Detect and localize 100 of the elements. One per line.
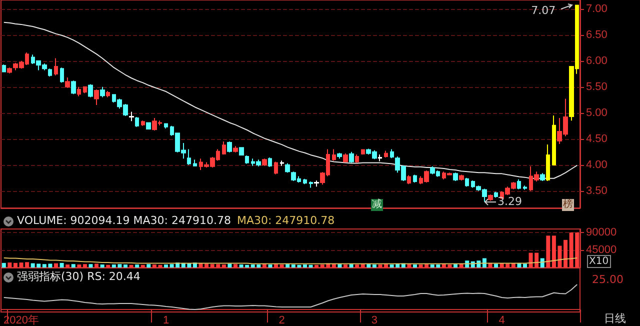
bar bbox=[522, 264, 527, 268]
y-tick-label: 5.00 bbox=[586, 106, 608, 119]
bar bbox=[77, 264, 82, 268]
candlestick bbox=[2, 64, 6, 73]
chart-subtitle: MA30: 247910.78 bbox=[236, 214, 335, 227]
candlestick bbox=[517, 178, 521, 190]
candlestick bbox=[459, 174, 464, 181]
candlestick bbox=[378, 154, 382, 162]
candlestick bbox=[77, 86, 81, 97]
bar bbox=[407, 264, 412, 268]
bar bbox=[286, 264, 290, 268]
x-tick-label: 2020年 bbox=[4, 314, 40, 326]
text: X10 bbox=[587, 255, 611, 268]
bar bbox=[66, 264, 70, 268]
candlestick bbox=[523, 185, 527, 190]
candlestick bbox=[268, 157, 272, 168]
candlestick bbox=[361, 148, 365, 155]
bar bbox=[54, 263, 58, 268]
bar bbox=[280, 264, 284, 268]
bar bbox=[222, 264, 226, 268]
bar bbox=[378, 264, 382, 268]
candlestick bbox=[222, 140, 226, 155]
candlestick bbox=[193, 159, 197, 167]
bar bbox=[360, 264, 365, 268]
candlestick bbox=[488, 194, 493, 202]
candlestick bbox=[413, 174, 417, 184]
annotation: 7.07 bbox=[531, 4, 556, 18]
y-tick-label: 4.50 bbox=[586, 132, 608, 145]
bar bbox=[274, 264, 278, 268]
x-tick-label: 2 bbox=[278, 314, 285, 326]
line-series bbox=[3, 22, 578, 179]
bar bbox=[262, 264, 266, 268]
y-tick-label: 7.00 bbox=[586, 2, 608, 15]
chart-title: VOLUME: 902094.19 MA30: 247910.78 bbox=[17, 214, 231, 227]
bar bbox=[372, 264, 376, 268]
bar bbox=[129, 264, 134, 268]
chart-title: 强弱指标(30) RS: 20.44 bbox=[17, 270, 140, 283]
candlestick bbox=[274, 161, 278, 175]
candlestick bbox=[384, 150, 388, 158]
candlestick bbox=[60, 67, 64, 84]
candlestick bbox=[187, 148, 191, 166]
candlestick bbox=[355, 154, 359, 164]
bar bbox=[454, 264, 458, 268]
candlestick bbox=[390, 148, 394, 159]
candlestick bbox=[407, 174, 411, 185]
bar bbox=[268, 264, 272, 268]
bar bbox=[412, 264, 417, 268]
bar bbox=[564, 240, 568, 268]
bar bbox=[100, 264, 104, 268]
candlestick bbox=[314, 180, 319, 188]
candlestick bbox=[285, 162, 290, 174]
bar bbox=[338, 264, 342, 268]
candlestick bbox=[453, 172, 458, 182]
candlestick bbox=[129, 111, 134, 122]
bar bbox=[366, 264, 371, 268]
candlestick bbox=[540, 172, 545, 182]
bar bbox=[344, 264, 348, 268]
candlestick bbox=[48, 68, 52, 77]
bar bbox=[71, 264, 76, 268]
annotation: 减 bbox=[371, 199, 383, 211]
candlestick bbox=[465, 177, 469, 188]
bar bbox=[135, 264, 140, 268]
candlestick bbox=[280, 160, 284, 166]
candlestick bbox=[65, 76, 70, 88]
bar bbox=[8, 262, 12, 268]
candlestick bbox=[141, 120, 145, 126]
bar bbox=[106, 264, 110, 268]
candlestick bbox=[83, 86, 87, 94]
x-tick-label: 3 bbox=[371, 314, 378, 326]
bar bbox=[349, 264, 354, 268]
candlestick bbox=[164, 122, 168, 129]
candlestick bbox=[332, 148, 336, 162]
annotation: 榜 bbox=[562, 199, 574, 211]
bar bbox=[13, 262, 18, 268]
bar bbox=[146, 264, 151, 268]
bar bbox=[308, 264, 313, 268]
bar bbox=[82, 264, 87, 268]
bar bbox=[332, 264, 336, 268]
candlestick bbox=[343, 152, 348, 163]
candlestick bbox=[100, 86, 105, 98]
candlestick bbox=[7, 67, 12, 74]
annotation: 3.29 bbox=[497, 194, 522, 208]
candlestick bbox=[239, 146, 244, 156]
candlestick bbox=[71, 80, 76, 95]
candlestick bbox=[233, 146, 238, 153]
y-tick-label: 3.50 bbox=[586, 184, 608, 197]
bar bbox=[302, 264, 307, 268]
candlestick bbox=[106, 90, 110, 98]
bar bbox=[546, 236, 550, 268]
candlestick bbox=[546, 144, 550, 182]
y-tick-label: 6.00 bbox=[586, 54, 608, 67]
candlestick bbox=[337, 152, 342, 160]
bar bbox=[94, 264, 99, 268]
x-tick-label: 1 bbox=[162, 314, 170, 326]
bar bbox=[233, 264, 238, 268]
y-tick-label: 4.00 bbox=[586, 158, 608, 171]
candlestick bbox=[54, 58, 58, 76]
y-tick-label: 45000 bbox=[586, 244, 617, 256]
bar bbox=[384, 264, 388, 268]
bar bbox=[2, 262, 6, 268]
